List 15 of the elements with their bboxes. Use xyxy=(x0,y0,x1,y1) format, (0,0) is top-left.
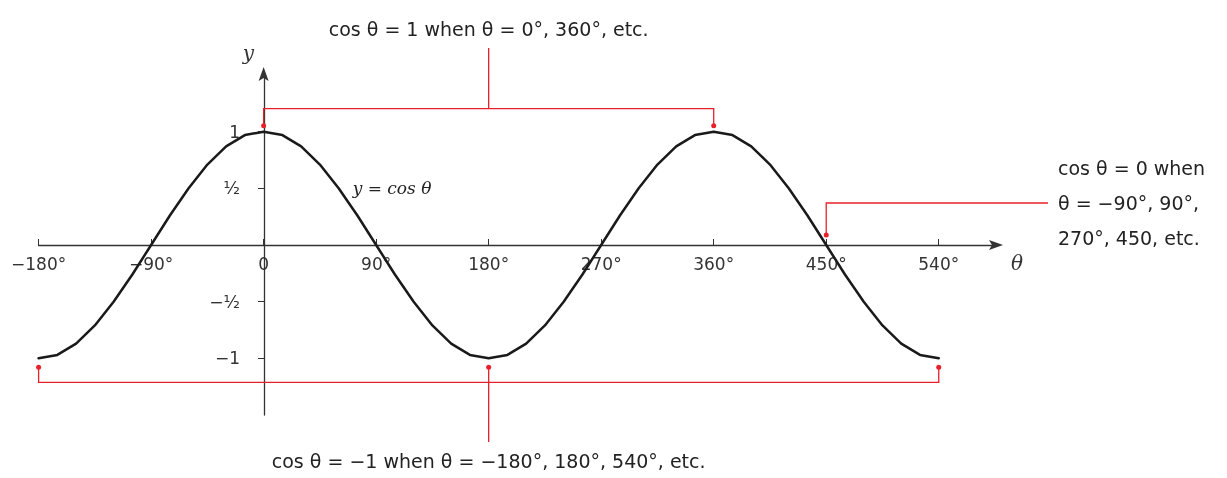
y-tick-label: ½ xyxy=(223,178,241,199)
x-tick-label: −180° xyxy=(10,253,67,274)
x-tick-label: 540° xyxy=(918,253,960,274)
y-tick-label: −½ xyxy=(209,291,241,312)
text: cos θ = 0 when θ = −90°, 90°, 270°, 450, etc. xyxy=(1058,157,1206,249)
x-axis-title: θ xyxy=(1011,251,1024,275)
y-tick-label: −1 xyxy=(214,348,241,369)
x-tick-label: 90° xyxy=(361,253,392,274)
x-tick-label: 360° xyxy=(693,253,735,274)
text: cos θ = −1 when θ = −180°, 180°, 540°, etc. xyxy=(271,450,706,472)
x-tick-label: 180° xyxy=(468,253,510,274)
text: cos θ = 1 when θ = 0°, 360°, etc. xyxy=(328,18,649,40)
series-label: y = cos θ xyxy=(351,178,432,199)
y-axis-title: y xyxy=(241,41,255,65)
y-tick-label: 1 xyxy=(229,121,241,142)
